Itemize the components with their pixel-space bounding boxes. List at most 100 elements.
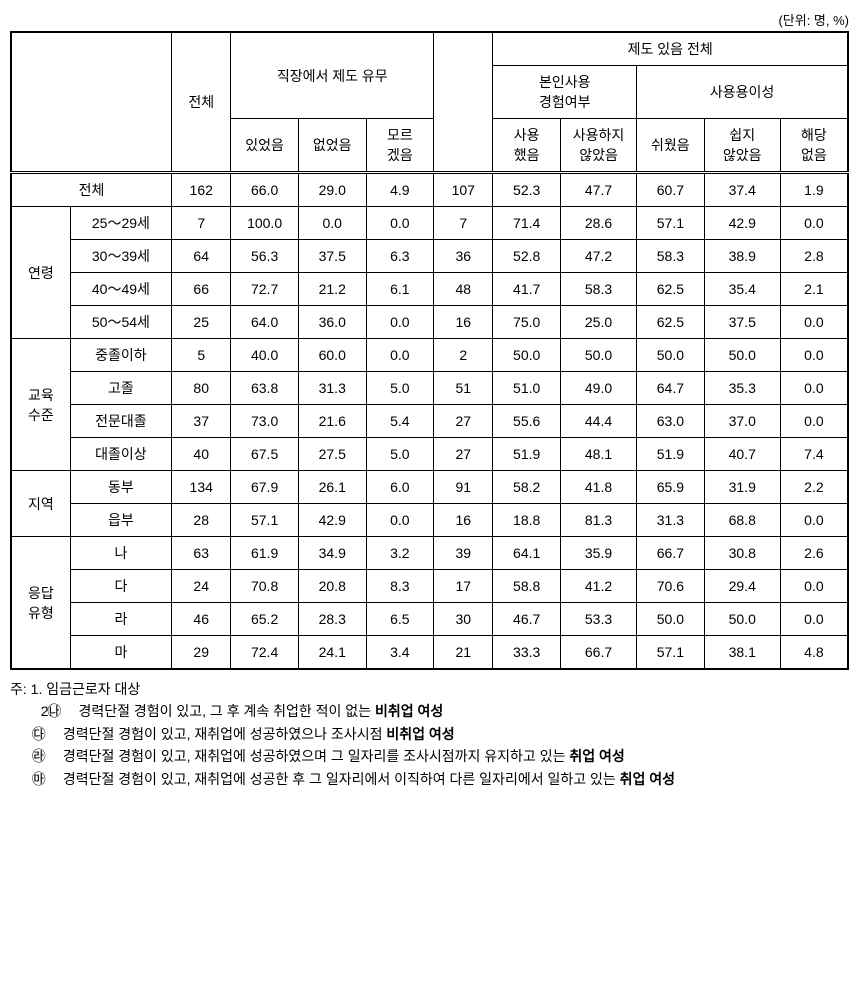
footnote-da-text: 경력단절 경험이 있고, 재취업에 성공하였으나 조사시점 [63,726,386,742]
cell: 38.9 [704,240,780,273]
row-label-resp4: 마 [70,636,171,670]
table-body: 전체 162 66.0 29.0 4.9 107 52.3 47.7 60.7 … [11,173,848,670]
unit-label: (단위: 명, %) [10,10,849,29]
footnote-na-bold: 비취업 여성 [375,703,443,719]
cell: 70.6 [637,570,705,603]
cell: 25 [172,306,231,339]
group-label-edu: 교육 수준 [11,339,70,471]
cell: 56.3 [231,240,299,273]
row-age1: 연령 25～29세 7100.00.00.0771.428.657.142.90… [11,207,848,240]
cell: 5.4 [366,405,434,438]
cell: 60.7 [637,173,705,207]
cell: 0.0 [780,207,848,240]
header-dontknow: 모르 겠음 [366,119,434,173]
cell: 46.7 [493,603,561,636]
cell: 51 [434,372,493,405]
row-label-age1: 25～29세 [70,207,171,240]
header-easy: 쉬웠음 [637,119,705,173]
cell: 40.7 [704,438,780,471]
cell: 16 [434,306,493,339]
header-noteasy: 쉽지 않았음 [704,119,780,173]
cell: 64.0 [231,306,299,339]
footnote-2-da: ㉰ 경력단절 경험이 있고, 재취업에 성공하였으나 조사시점 비취업 여성 [10,723,849,745]
cell: 0.0 [780,306,848,339]
footnote-da-bold: 비취업 여성 [386,726,454,742]
cell: 5 [172,339,231,372]
cell: 49.0 [560,372,636,405]
footnote-1-text: 임금근로자 대상 [46,681,140,697]
cell: 26.1 [298,471,366,504]
footnote-2-ra: ㉱ 경력단절 경험이 있고, 재취업에 성공하였으며 그 일자리를 조사시점까지… [10,745,849,767]
cell: 65.2 [231,603,299,636]
cell: 58.3 [560,273,636,306]
group-label-region: 지역 [11,471,70,537]
row-resp3: 라 4665.228.36.53046.753.350.050.00.0 [11,603,848,636]
cell: 38.1 [704,636,780,670]
cell: 50.0 [637,603,705,636]
cell: 40.0 [231,339,299,372]
cell: 100.0 [231,207,299,240]
cell: 7 [434,207,493,240]
cell: 63 [172,537,231,570]
cell: 37.4 [704,173,780,207]
cell: 64 [172,240,231,273]
row-edu1: 교육 수준 중졸이하 540.060.00.0250.050.050.050.0… [11,339,848,372]
cell: 21.2 [298,273,366,306]
cell: 42.9 [298,504,366,537]
cell: 48.1 [560,438,636,471]
cell: 57.1 [637,636,705,670]
cell: 2.1 [780,273,848,306]
cell: 50.0 [493,339,561,372]
cell: 58.2 [493,471,561,504]
row-age3: 40～49세 6672.721.26.14841.758.362.535.42.… [11,273,848,306]
cell: 80 [172,372,231,405]
row-label-edu1: 중졸이하 [70,339,171,372]
row-label-age3: 40～49세 [70,273,171,306]
footnote-ra-text: 경력단절 경험이 있고, 재취업에 성공하였으며 그 일자리를 조사시점까지 유… [63,748,569,764]
footnote-2-na: 2. ㉯ 경력단절 경험이 있고, 그 후 계속 취업한 적이 없는 비취업 여… [10,700,849,722]
cell: 61.9 [231,537,299,570]
group-label-age: 연령 [11,207,70,339]
row-label-resp1: 나 [70,537,171,570]
row-label-resp2: 다 [70,570,171,603]
cell: 0.0 [366,306,434,339]
row-label-resp3: 라 [70,603,171,636]
cell: 63.8 [231,372,299,405]
cell: 8.3 [366,570,434,603]
cell: 33.3 [493,636,561,670]
cell: 6.0 [366,471,434,504]
cell: 47.7 [560,173,636,207]
footnote-ma-bold: 취업 여성 [620,771,675,787]
cell: 58.3 [637,240,705,273]
cell: 0.0 [366,207,434,240]
cell: 31.9 [704,471,780,504]
cell: 36.0 [298,306,366,339]
cell: 30.8 [704,537,780,570]
row-edu3: 전문대졸 3773.021.65.42755.644.463.037.00.0 [11,405,848,438]
cell: 39 [434,537,493,570]
cell: 71.4 [493,207,561,240]
cell: 28.6 [560,207,636,240]
cell: 58.8 [493,570,561,603]
row-label-edu2: 고졸 [70,372,171,405]
cell: 64.1 [493,537,561,570]
cell: 0.0 [780,570,848,603]
data-table: 전체 직장에서 제도 유무 제도 있음 전체 본인사용 경험여부 사용용이성 있… [10,31,849,670]
cell: 64.7 [637,372,705,405]
cell: 6.5 [366,603,434,636]
header-ease: 사용용이성 [637,66,848,119]
cell: 63.0 [637,405,705,438]
cell: 28 [172,504,231,537]
cell: 30 [434,603,493,636]
cell: 75.0 [493,306,561,339]
cell: 57.1 [231,504,299,537]
cell: 35.4 [704,273,780,306]
cell: 44.4 [560,405,636,438]
row-age4: 50～54세 2564.036.00.01675.025.062.537.50.… [11,306,848,339]
header-personal-use: 본인사용 경험여부 [493,66,637,119]
cell: 34.9 [298,537,366,570]
header-total: 전체 [172,32,231,173]
row-label-age4: 50～54세 [70,306,171,339]
cell: 29 [172,636,231,670]
cell: 91 [434,471,493,504]
